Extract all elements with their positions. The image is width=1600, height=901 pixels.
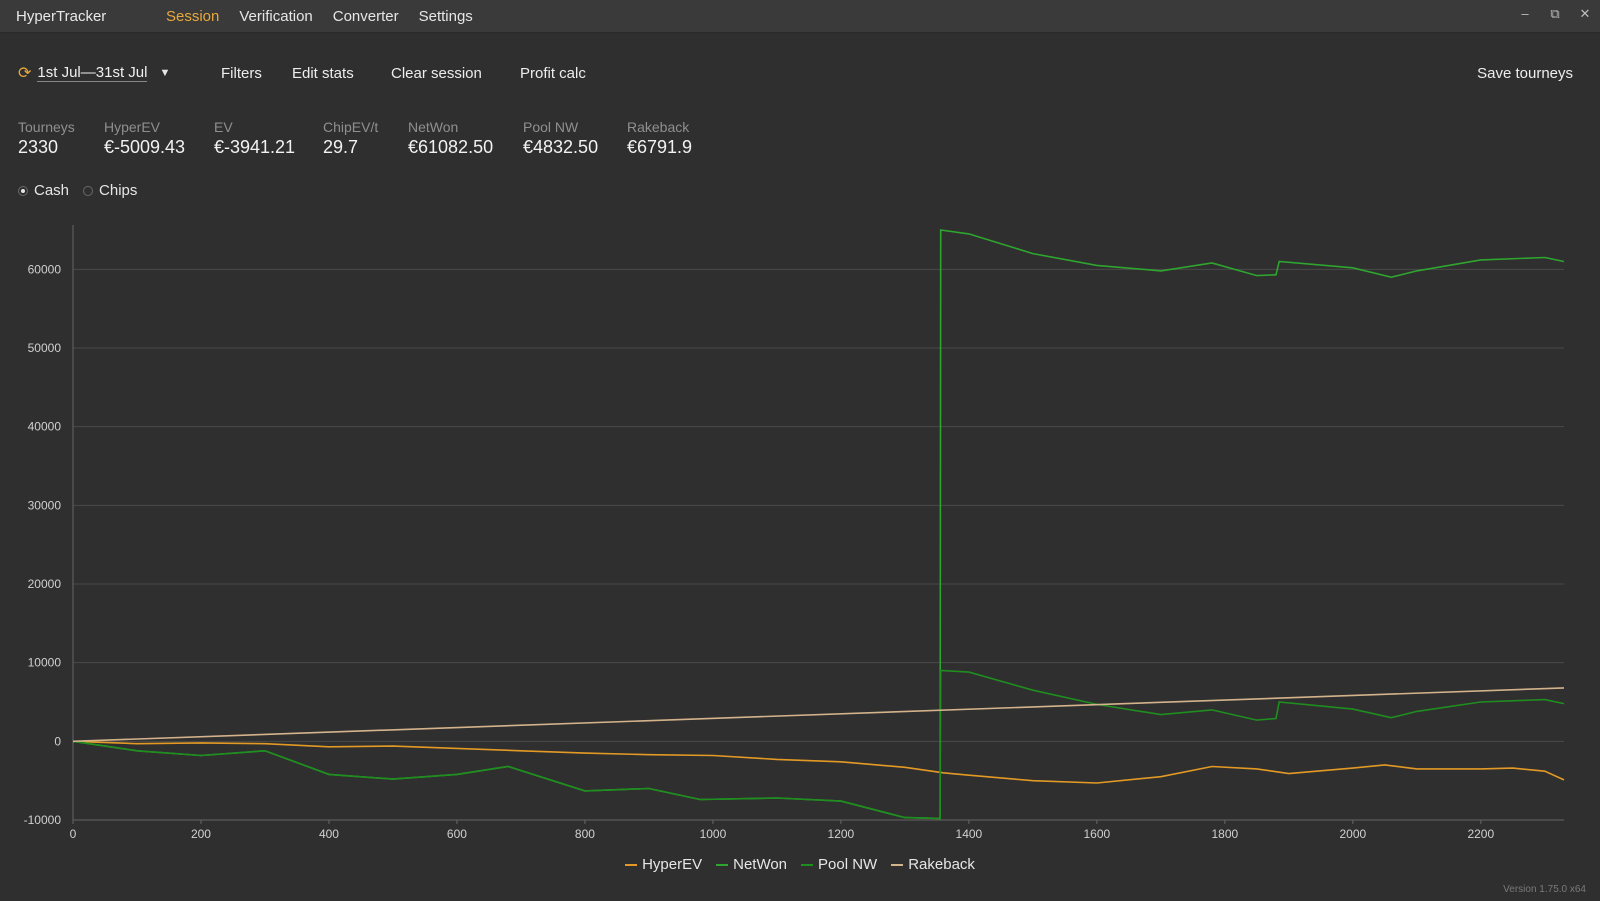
- series-line-pool-nw: [72, 669, 1565, 820]
- menu-settings[interactable]: Settings: [418, 8, 473, 25]
- title-bar: HyperTracker Session Verification Conver…: [0, 0, 1600, 33]
- stat-pool-nw: Pool NW €4832.50: [523, 119, 598, 158]
- stat-hyperev: HyperEV €-5009.43: [104, 119, 185, 158]
- stat-tourneys: Tourneys 2330: [18, 119, 75, 158]
- y-tick-label: 30000: [28, 498, 62, 512]
- legend-label: NetWon: [733, 856, 788, 873]
- radio-empty-icon[interactable]: [83, 185, 94, 196]
- menu-verification[interactable]: Verification: [239, 8, 313, 25]
- series-line-rakeback: [72, 687, 1565, 743]
- x-tick-label: 400: [319, 827, 339, 841]
- legend-swatch: [625, 863, 638, 866]
- legend-label: Rakeback: [908, 856, 975, 873]
- x-tick-label: 1400: [956, 827, 983, 841]
- edit-stats-button[interactable]: Edit stats: [292, 65, 354, 82]
- app-title: HyperTracker: [16, 8, 107, 25]
- stat-label: Pool NW: [523, 119, 579, 135]
- menu-session[interactable]: Session: [166, 8, 220, 25]
- chevron-down-icon[interactable]: ▼: [159, 67, 171, 79]
- stat-ev: EV €-3941.21: [214, 119, 295, 158]
- legend-label: Pool NW: [818, 856, 878, 873]
- legend-swatch: [716, 863, 729, 866]
- stat-value: €-5009.43: [104, 137, 186, 157]
- chart-legend: HyperEV NetWon Pool NW Rakeback: [0, 856, 1600, 873]
- chips-radio[interactable]: Chips: [83, 182, 137, 199]
- y-tick-label: 10000: [28, 656, 62, 670]
- x-tick-label: 1600: [1084, 827, 1111, 841]
- series-line-netwon: [72, 229, 1565, 820]
- save-tourneys-button[interactable]: Save tourneys: [1477, 65, 1573, 82]
- stat-label: Rakeback: [627, 119, 690, 135]
- cash-label[interactable]: Cash: [34, 182, 70, 199]
- cash-radio[interactable]: Cash: [18, 182, 69, 199]
- legend-item: Pool NW: [801, 856, 877, 873]
- refresh-icon[interactable]: ⟳: [18, 65, 32, 82]
- x-tick-label: 2000: [1339, 827, 1366, 841]
- legend-item: HyperEV: [625, 856, 702, 873]
- close-icon[interactable]: ✕: [1579, 6, 1591, 21]
- stat-value: €4832.50: [523, 137, 599, 157]
- x-tick-label: 0: [70, 827, 77, 841]
- main-menu: Session Verification Converter Settings: [166, 8, 473, 25]
- clear-session-button[interactable]: Clear session: [391, 65, 482, 82]
- radio-selected-icon[interactable]: [18, 185, 28, 196]
- x-tick-label: 1200: [828, 827, 855, 841]
- x-tick-label: 200: [191, 827, 211, 841]
- stat-value: €-3941.21: [214, 137, 296, 157]
- x-tick-label: 1000: [700, 827, 727, 841]
- series-line-hyperev: [72, 740, 1565, 784]
- x-tick-label: 600: [447, 827, 467, 841]
- x-tick-label: 1800: [1211, 827, 1238, 841]
- y-tick-label: 20000: [28, 577, 62, 591]
- minimize-icon[interactable]: –: [1521, 6, 1529, 21]
- date-range-label[interactable]: 1st Jul—31st Jul: [37, 64, 148, 82]
- stat-value: €6791.9: [627, 137, 693, 157]
- x-tick-label: 800: [575, 827, 595, 841]
- y-tick-label: 40000: [28, 420, 62, 434]
- stat-chipev: ChipEV/t 29.7: [323, 119, 378, 158]
- stat-label: EV: [214, 119, 233, 135]
- session-chart: -10000 0 10000 20000 30000 40000 50000 60000 0 20…: [24, 225, 1565, 841]
- legend-item: Rakeback: [891, 856, 975, 873]
- stat-label: ChipEV/t: [323, 119, 379, 135]
- legend-item: NetWon: [716, 856, 787, 873]
- date-range-selector[interactable]: ⟳ 1st Jul—31st Jul ▼: [18, 63, 170, 83]
- y-tick-label: 60000: [28, 262, 62, 276]
- stat-value: 29.7: [323, 137, 359, 157]
- x-tick-label: 2200: [1467, 827, 1494, 841]
- stat-label: Tourneys: [18, 119, 75, 135]
- restore-icon[interactable]: ⧉: [1550, 6, 1560, 21]
- window-controls: – ⧉ ✕: [1518, 6, 1592, 22]
- stat-label: NetWon: [408, 119, 459, 135]
- legend-swatch: [891, 863, 904, 866]
- profit-calc-button[interactable]: Profit calc: [520, 65, 586, 82]
- session-toolbar: ⟳ 1st Jul—31st Jul ▼ Filters Edit stats …: [0, 60, 1600, 90]
- stat-value: €61082.50: [408, 137, 494, 157]
- menu-converter[interactable]: Converter: [332, 8, 399, 25]
- legend-label: HyperEV: [642, 856, 703, 873]
- stat-rakeback: Rakeback €6791.9: [627, 119, 692, 158]
- stat-netwon: NetWon €61082.50: [408, 119, 493, 158]
- legend-swatch: [801, 863, 814, 866]
- chips-label[interactable]: Chips: [99, 182, 138, 199]
- filters-button[interactable]: Filters: [221, 65, 262, 82]
- mode-selector: Cash Chips: [18, 182, 137, 199]
- y-tick-label: 0: [54, 734, 61, 748]
- stat-value: 2330: [18, 137, 59, 157]
- version-label: Version 1.75.0 x64: [1503, 884, 1586, 895]
- y-tick-label: 50000: [28, 341, 62, 355]
- stat-label: HyperEV: [104, 119, 161, 135]
- y-tick-label: -10000: [24, 813, 62, 827]
